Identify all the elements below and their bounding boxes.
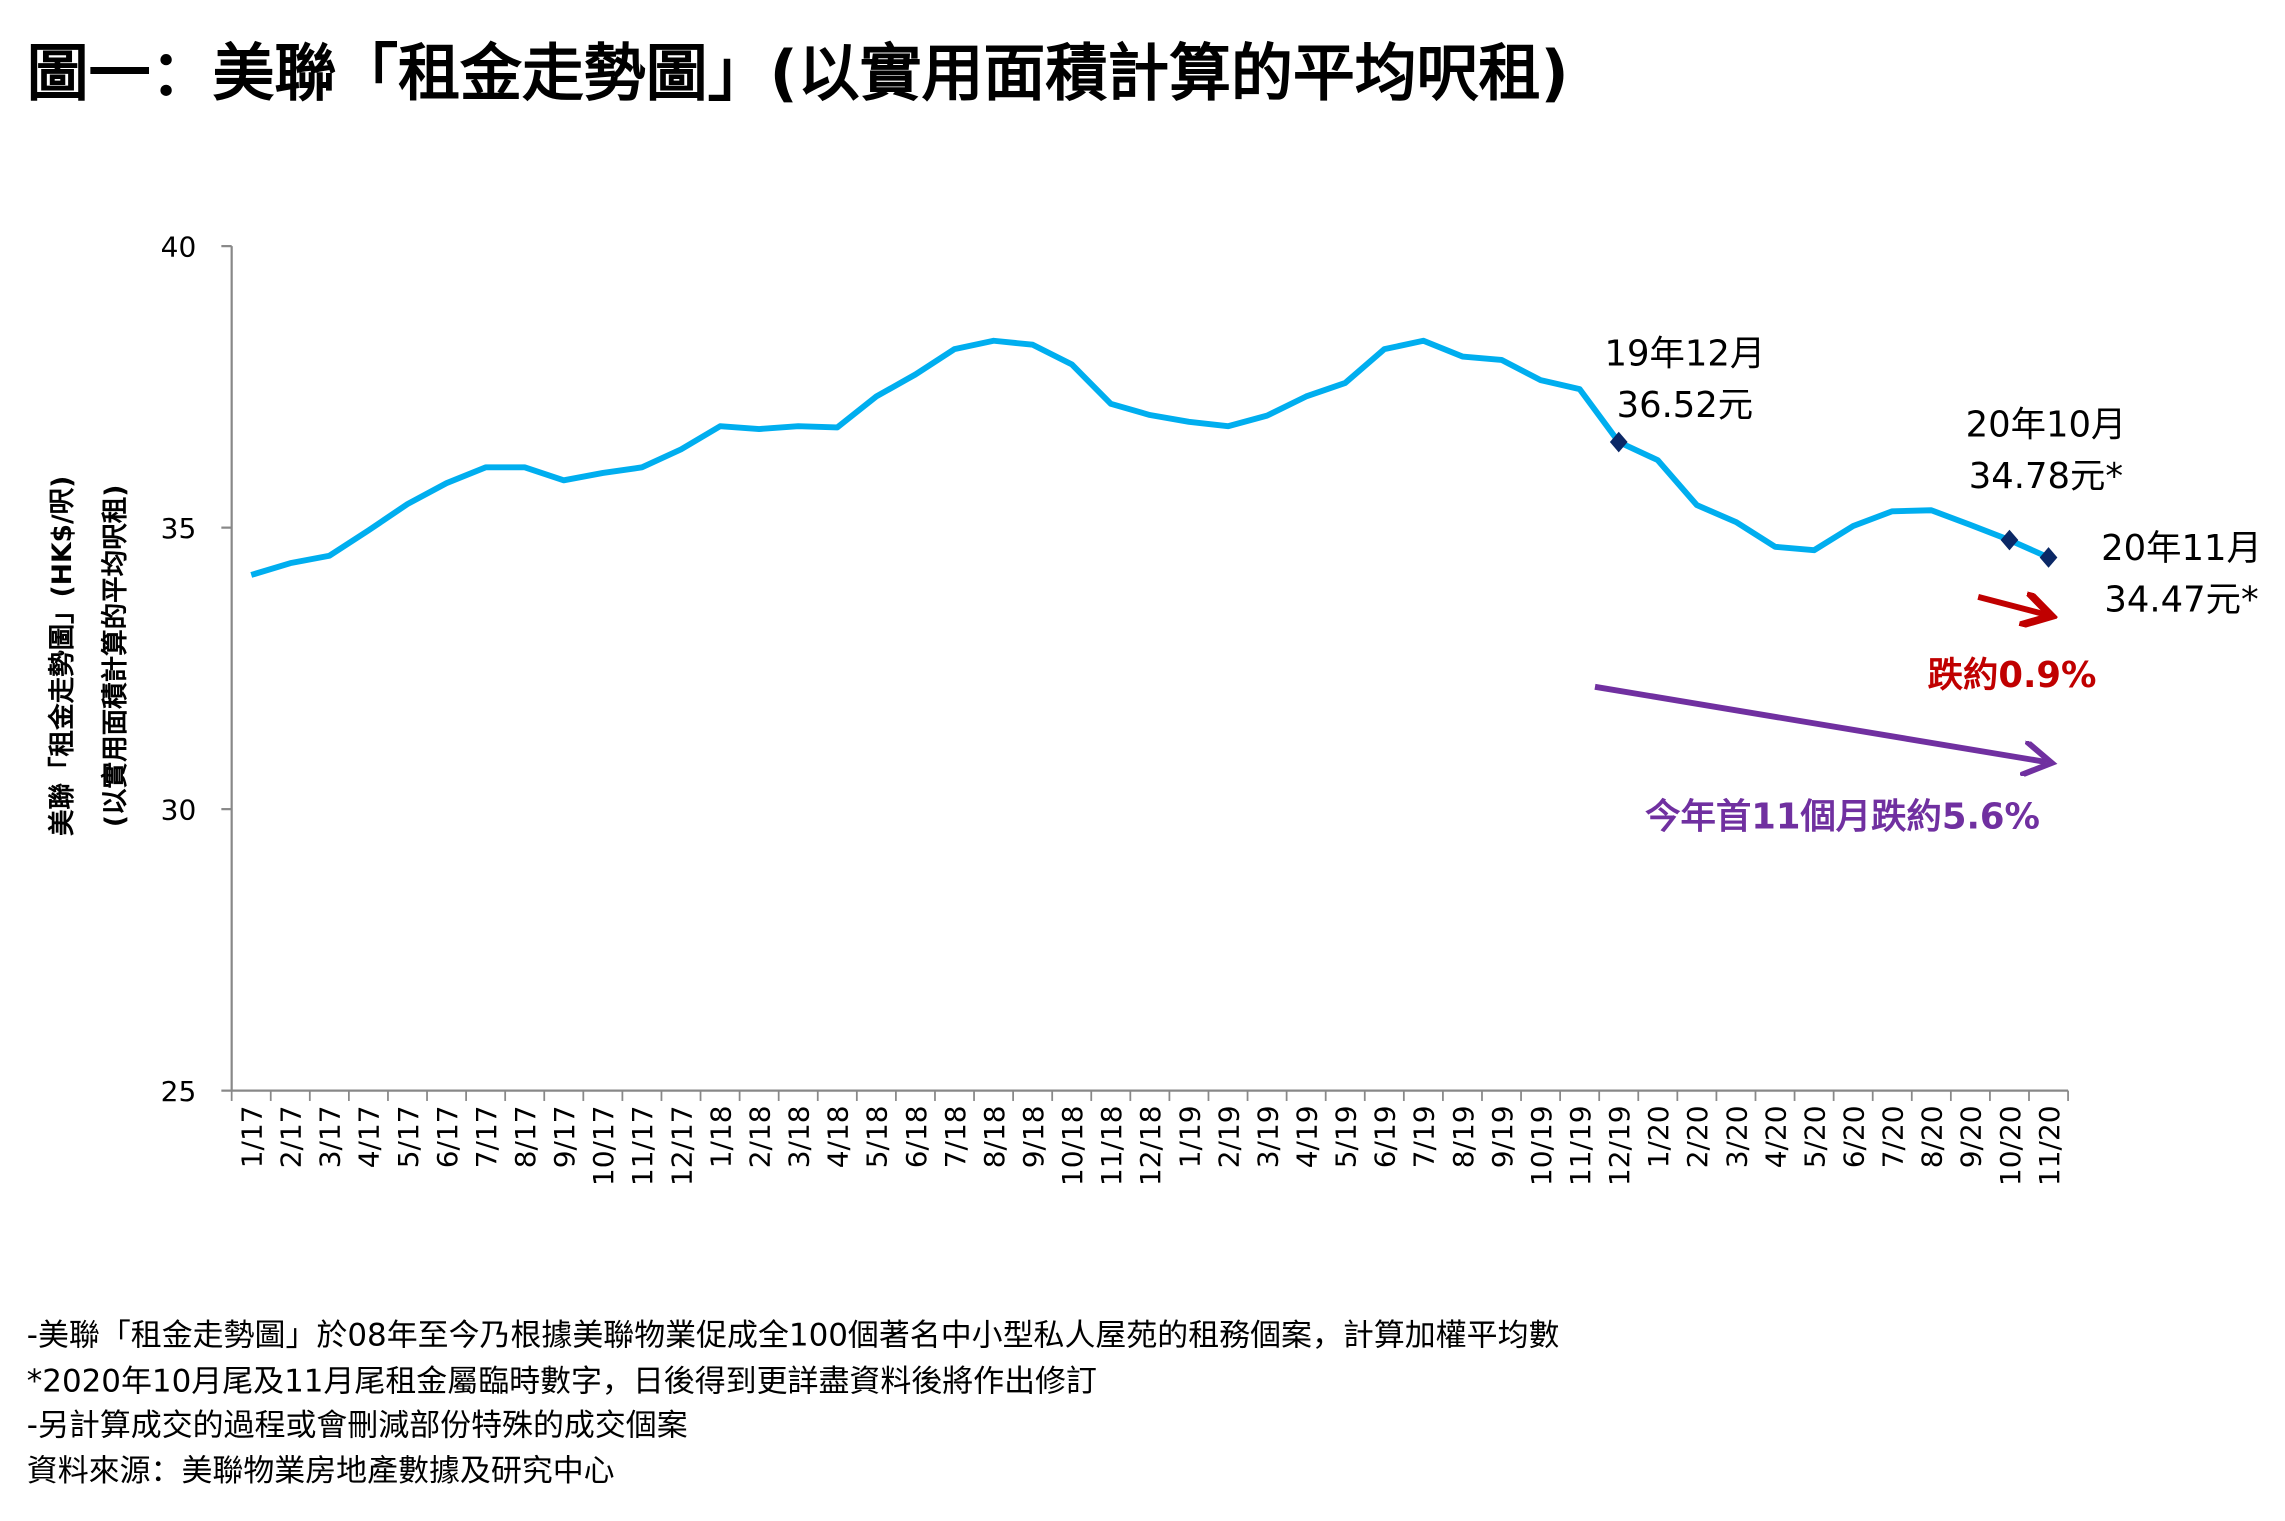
x-tick-label: 12/19 bbox=[1603, 1105, 1636, 1186]
x-tick-label: 4/20 bbox=[1759, 1105, 1792, 1168]
y-axis-title-line1: 美聯「租金走勢圖」(HK$/呎) bbox=[47, 476, 78, 836]
series-line bbox=[250, 337, 2050, 578]
x-tick-label: 2/19 bbox=[1212, 1105, 1245, 1168]
x-tick-label: 4/17 bbox=[353, 1105, 386, 1168]
footnotes: -美聯「租金走勢圖」於08年至今乃根據美聯物業促成全100個著名中小型私人屋苑的… bbox=[27, 1318, 1560, 1490]
annotation-oct20-value: 34.78元* bbox=[1969, 456, 2123, 497]
x-tick-label: 6/17 bbox=[431, 1105, 464, 1168]
x-tick-label: 1/17 bbox=[236, 1105, 269, 1168]
x-tick-label: 7/19 bbox=[1408, 1105, 1441, 1168]
x-tick-label: 12/18 bbox=[1134, 1105, 1167, 1186]
x-tick-label: 6/20 bbox=[1837, 1105, 1870, 1168]
x-tick-label: 2/17 bbox=[275, 1105, 308, 1168]
x-tick-label: 11/20 bbox=[2033, 1105, 2066, 1186]
y-axis-title: 美聯「租金走勢圖」(HK$/呎) (以實用面積計算的平均呎租) bbox=[47, 476, 131, 836]
x-tick-label: 2/20 bbox=[1681, 1105, 1714, 1168]
x-tick-label: 10/18 bbox=[1056, 1105, 1089, 1186]
chart-title: 圖一：美聯「租金走勢圖」(以實用面積計算的平均呎租) bbox=[27, 37, 1569, 109]
y-axis-title-line2: (以實用面積計算的平均呎租) bbox=[100, 485, 131, 827]
y-tick-label: 40 bbox=[161, 230, 197, 263]
x-tick-label: 5/18 bbox=[861, 1105, 894, 1168]
x-tick-label: 7/18 bbox=[939, 1105, 972, 1168]
x-tick-label: 6/18 bbox=[900, 1105, 933, 1168]
footnote-3: -另計算成交的過程或會刪減部份特殊的成交個案 bbox=[27, 1408, 688, 1444]
x-tick-label: 1/18 bbox=[704, 1105, 737, 1168]
footnote-2: *2020年10月尾及11月尾租金屬臨時數字，日後得到更詳盡資料後將作出修訂 bbox=[27, 1363, 1097, 1399]
x-tick-label: 10/20 bbox=[1994, 1105, 2027, 1186]
x-tick-label: 9/18 bbox=[1017, 1105, 1050, 1168]
footnote-source: 資料來源：美聯物業房地產數據及研究中心 bbox=[27, 1453, 615, 1489]
x-tick-label: 8/18 bbox=[978, 1105, 1011, 1168]
x-tick-label: 6/19 bbox=[1369, 1105, 1402, 1168]
x-tick-labels: 1/17 2/17 3/17 4/17 5/17 6/17 7/17 8/17 9/17 10/1… bbox=[236, 1105, 2066, 1186]
x-tick-label: 8/17 bbox=[509, 1105, 542, 1168]
x-tick-label: 5/19 bbox=[1330, 1105, 1363, 1168]
x-tick-label: 2/18 bbox=[743, 1105, 776, 1168]
annotation-nov20-value: 34.47元* bbox=[2104, 580, 2258, 621]
x-tick-label: 3/20 bbox=[1720, 1105, 1753, 1168]
x-tick-label: 3/19 bbox=[1251, 1105, 1284, 1168]
x-tick-label: 9/20 bbox=[1955, 1105, 1988, 1168]
x-tick-label: 1/19 bbox=[1173, 1105, 1206, 1168]
x-tick-label: 12/17 bbox=[665, 1105, 698, 1186]
ytd-decline-arrow bbox=[1594, 683, 2046, 762]
x-tick-label: 1/20 bbox=[1642, 1105, 1675, 1168]
highlight-marker bbox=[1609, 431, 1628, 453]
y-tick-label: 25 bbox=[161, 1075, 197, 1108]
x-tick-label: 9/19 bbox=[1486, 1105, 1519, 1168]
mom-decline-arrow bbox=[1977, 597, 2046, 615]
ytd-decline-label: 今年首11個月跌約5.6% bbox=[1645, 796, 2040, 837]
series bbox=[250, 337, 2058, 578]
x-tick-label: 3/17 bbox=[314, 1105, 347, 1168]
x-tick-label: 8/19 bbox=[1447, 1105, 1480, 1168]
x-tick-label: 11/18 bbox=[1095, 1105, 1128, 1186]
x-tick-label: 5/20 bbox=[1798, 1105, 1831, 1168]
annotation-nov20-date: 20年11月 bbox=[2101, 528, 2262, 569]
y-tick-label: 30 bbox=[161, 793, 197, 826]
highlight-marker bbox=[2039, 547, 2058, 568]
x-tick-label: 10/17 bbox=[587, 1105, 620, 1186]
footnote-1: -美聯「租金走勢圖」於08年至今乃根據美聯物業促成全100個著名中小型私人屋苑的… bbox=[27, 1318, 1560, 1354]
x-tick-label: 9/17 bbox=[548, 1105, 581, 1168]
x-tick-label: 7/20 bbox=[1877, 1105, 1910, 1168]
y-tick-label: 35 bbox=[161, 512, 197, 545]
axes: 25 30 35 40 bbox=[161, 230, 2069, 1108]
annotation-oct20-date: 20年10月 bbox=[1966, 404, 2127, 445]
x-tick-label: 5/17 bbox=[392, 1105, 425, 1168]
x-tick-label: 3/18 bbox=[783, 1105, 816, 1168]
mom-decline-label: 跌約0.9% bbox=[1928, 655, 2097, 696]
highlight-marker bbox=[2000, 529, 2019, 551]
x-tick-label: 7/17 bbox=[470, 1105, 503, 1168]
x-tick-label: 10/19 bbox=[1525, 1105, 1558, 1186]
x-tick-label: 4/18 bbox=[822, 1105, 855, 1168]
x-tick-label: 4/19 bbox=[1290, 1105, 1323, 1168]
x-tick-label: 11/17 bbox=[626, 1105, 659, 1186]
annotations: 19年12月 36.52元 20年10月 34.78元* 20年11月 34.4… bbox=[1594, 334, 2262, 837]
x-tick-label: 8/20 bbox=[1916, 1105, 1949, 1168]
annotation-dec19-date: 19年12月 bbox=[1605, 334, 1766, 375]
x-tick-label: 11/19 bbox=[1564, 1105, 1597, 1186]
annotation-dec19-value: 36.52元 bbox=[1617, 385, 1754, 426]
